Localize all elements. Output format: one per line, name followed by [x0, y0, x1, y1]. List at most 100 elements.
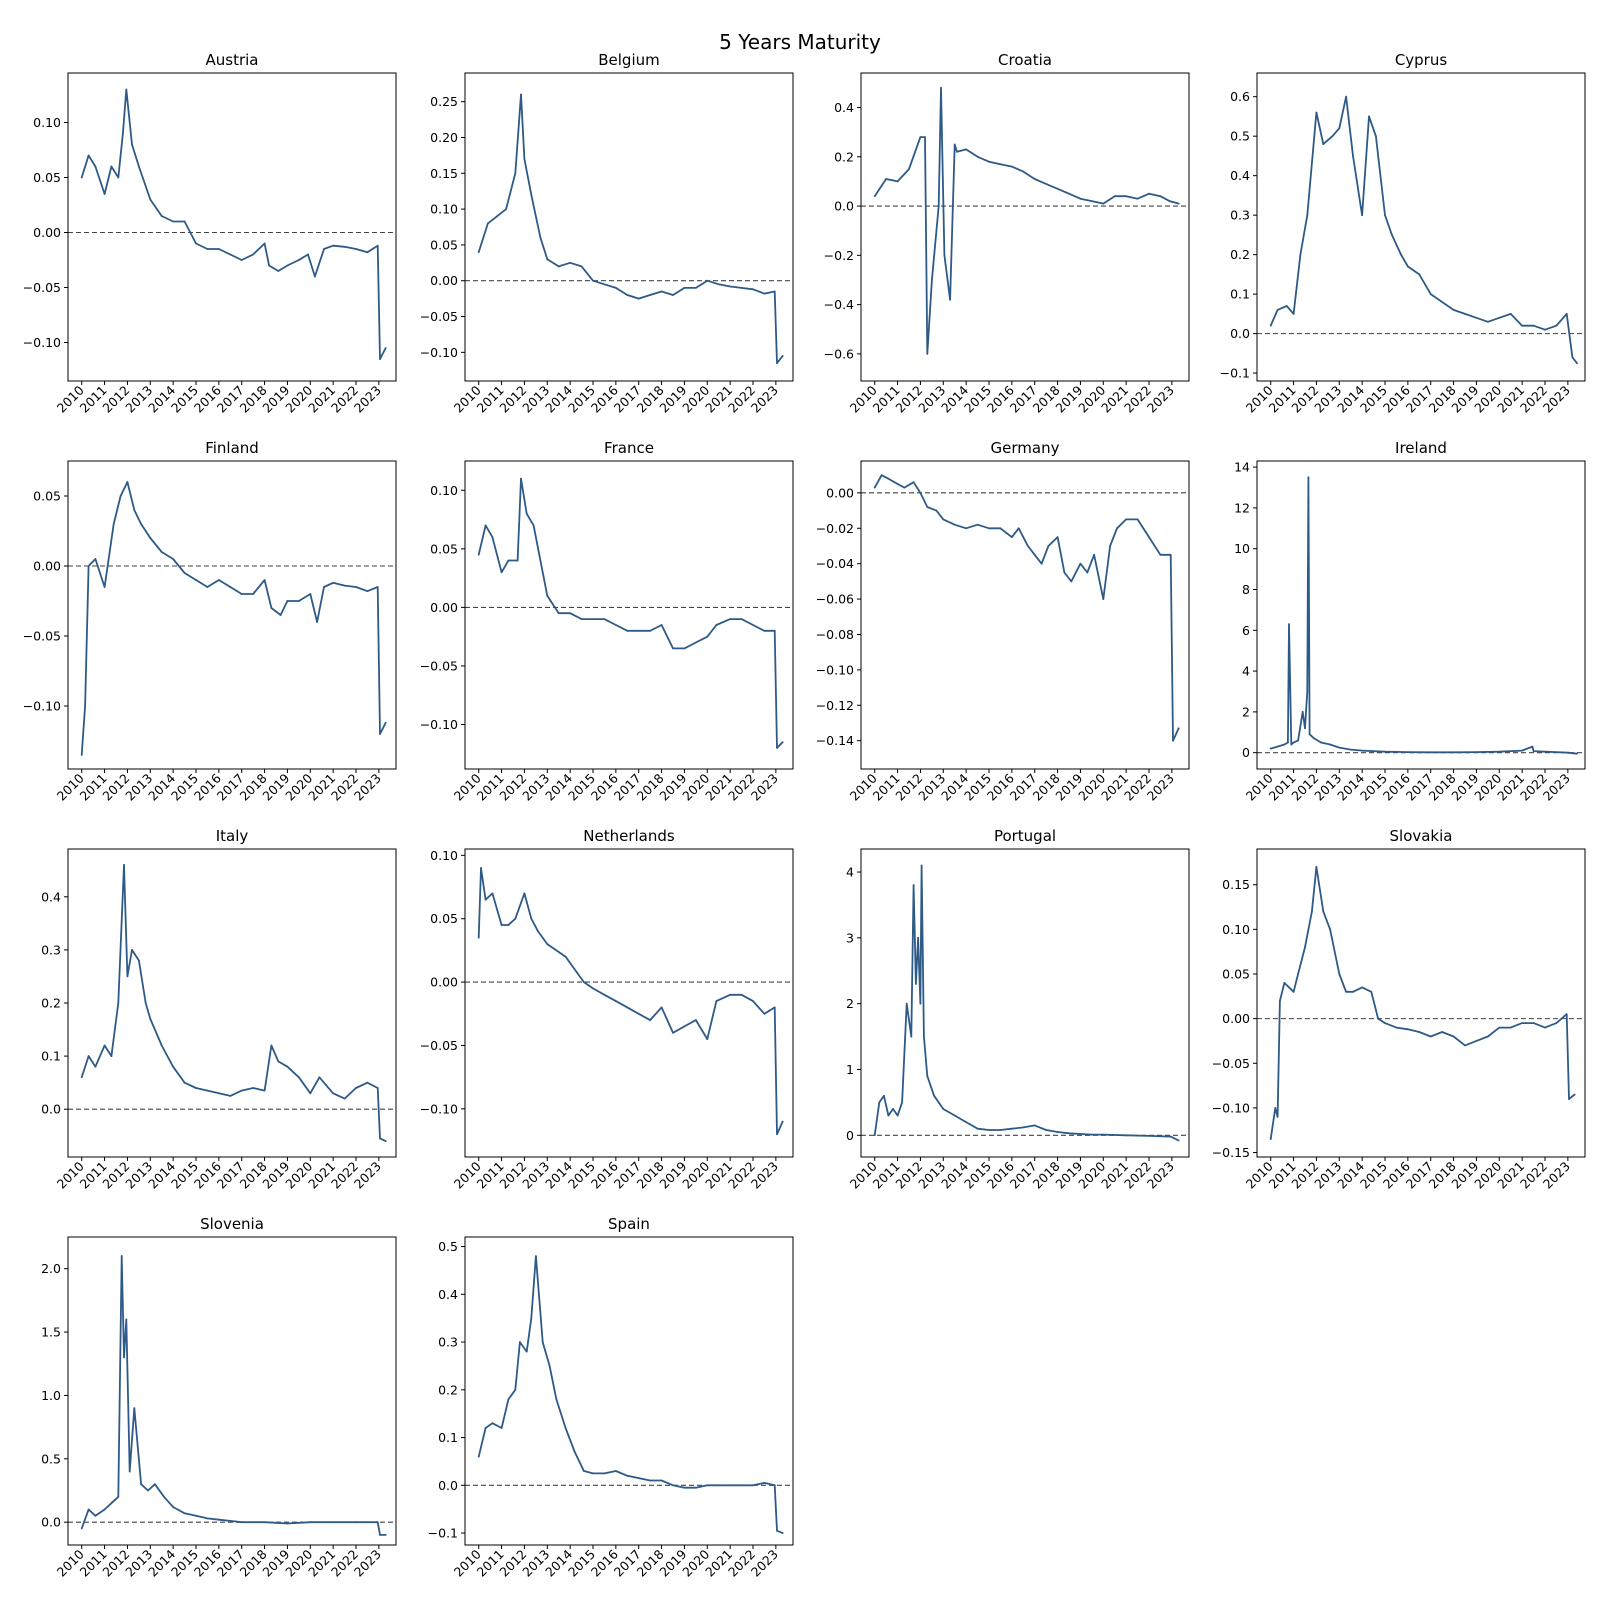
data-point-slovenia: [103, 1508, 106, 1511]
data-point-slovenia: [154, 1483, 156, 1486]
data-point-italy: [318, 1076, 321, 1079]
data-point-spain: [525, 1350, 528, 1353]
data-point-italy: [94, 1065, 97, 1068]
data-point-finland: [355, 586, 357, 588]
data-point-belgium: [530, 193, 533, 196]
data-point-spain: [583, 1470, 585, 1472]
data-point-france: [557, 612, 560, 615]
data-point-belgium: [580, 265, 583, 268]
y-tick-label-spain: 0.5: [438, 1239, 458, 1254]
data-point-belgium: [496, 215, 498, 218]
data-point-finland: [103, 586, 106, 588]
data-point-austria: [103, 193, 106, 195]
y-tick-label-slovakia: 0.00: [1222, 1011, 1250, 1026]
y-tick-label-france: 0.00: [430, 600, 458, 615]
data-point-portugal: [883, 1094, 885, 1097]
data-point-portugal: [1091, 1133, 1093, 1136]
data-point-ireland: [1297, 739, 1299, 742]
data-point-slovenia: [183, 1512, 186, 1515]
data-point-finland: [379, 733, 381, 735]
data-point-spain: [695, 1486, 697, 1489]
data-point-slovenia: [94, 1514, 97, 1517]
data-point-germany: [999, 527, 1002, 530]
data-point-cyprus: [1285, 305, 1288, 307]
data-point-spain: [615, 1470, 617, 1472]
data-point-finland: [270, 607, 273, 609]
data-point-finland: [309, 593, 312, 595]
data-point-ireland: [1349, 748, 1352, 751]
data-point-spain: [729, 1484, 731, 1487]
data-point-netherlands: [763, 1012, 766, 1015]
data-point-spain: [637, 1477, 640, 1479]
data-point-belgium: [520, 93, 522, 96]
data-point-austria: [183, 220, 186, 223]
data-point-slovenia: [240, 1521, 243, 1524]
data-point-slovakia: [1487, 1035, 1489, 1038]
data-point-belgium: [752, 288, 754, 291]
data-point-spain: [672, 1484, 674, 1487]
data-point-austria: [376, 244, 379, 247]
data-point-slovakia: [1283, 982, 1286, 984]
data-point-spain: [752, 1484, 754, 1487]
data-point-cyprus: [1565, 313, 1568, 315]
data-point-slovakia: [1338, 973, 1341, 975]
data-point-france: [520, 477, 522, 480]
data-point-slovakia: [1361, 986, 1363, 989]
data-point-belgium: [695, 287, 697, 289]
data-point-croatia: [873, 195, 876, 198]
data-point-ireland: [1306, 690, 1309, 693]
data-point-cyprus: [1352, 155, 1354, 157]
data-point-ireland: [1269, 747, 1272, 750]
data-point-ireland: [1544, 750, 1546, 753]
data-point-netherlands: [637, 1012, 640, 1015]
data-point-france: [532, 524, 535, 527]
data-point-belgium: [717, 283, 720, 286]
data-point-portugal: [1177, 1139, 1180, 1142]
y-tick-label-cyprus: 0.2: [1230, 247, 1250, 262]
data-point-croatia: [953, 143, 956, 146]
data-point-cyprus: [1400, 253, 1402, 256]
y-tick-label-portugal: 0: [846, 1128, 854, 1143]
series-line-portugal: [873, 864, 1180, 1142]
data-point-netherlands: [500, 924, 503, 926]
x-tick-label-belgium: 2023: [748, 383, 781, 416]
data-point-france: [546, 594, 549, 597]
data-point-ireland: [1283, 743, 1286, 746]
y-tick-label-cyprus: 0.0: [1230, 326, 1250, 341]
data-point-cyprus: [1521, 324, 1523, 327]
data-point-italy: [87, 1055, 90, 1057]
data-point-croatia: [1113, 195, 1116, 198]
data-point-italy: [277, 1060, 280, 1063]
data-point-slovakia: [1297, 973, 1299, 975]
data-point-slovakia: [1475, 1040, 1478, 1042]
data-point-portugal: [1148, 1135, 1150, 1137]
data-point-netherlands: [484, 898, 487, 901]
x-tick-label-slovakia: 2023: [1540, 1159, 1573, 1192]
data-point-spain: [740, 1484, 743, 1487]
data-point-italy: [332, 1092, 334, 1095]
x-tick-label-netherlands: 2023: [748, 1159, 781, 1192]
data-point-germany: [1172, 739, 1174, 742]
panel-belgium: Belgium −0.10 −0.05 0.00 0.05 0.10 0.15 0.20 0.2…: [420, 51, 794, 416]
data-point-portugal: [919, 1002, 922, 1005]
data-point-croatia: [1079, 197, 1082, 200]
data-point-austria: [138, 165, 140, 168]
data-point-cyprus: [1509, 313, 1512, 315]
data-point-finland: [366, 590, 369, 593]
axes-frame-france: [464, 460, 794, 770]
y-tick-label-cyprus: 0.4: [1230, 168, 1250, 183]
data-point-spain: [603, 1472, 606, 1475]
data-point-france: [752, 624, 754, 626]
data-point-ireland: [1555, 751, 1558, 753]
data-point-netherlands: [477, 936, 480, 939]
y-tick-label-portugal: 1: [846, 1062, 854, 1077]
data-point-belgium: [505, 208, 507, 211]
axes-frame-germany: [860, 460, 1190, 770]
y-tick-label-belgium: 0.20: [430, 130, 458, 145]
x-tick-label-italy: 2023: [351, 1159, 384, 1192]
data-point-slovakia: [1509, 1026, 1512, 1029]
data-point-austria: [252, 253, 255, 256]
data-point-spain: [773, 1484, 776, 1487]
data-point-finland: [94, 558, 97, 560]
data-point-slovenia: [147, 1489, 149, 1492]
